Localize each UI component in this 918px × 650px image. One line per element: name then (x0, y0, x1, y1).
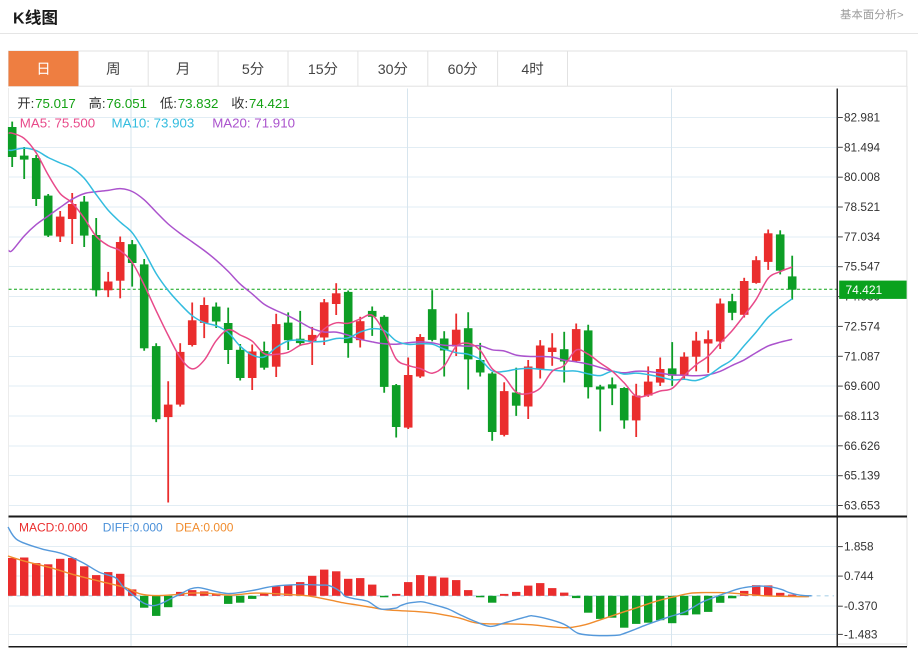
svg-text:MA20: 71.910: MA20: 71.910 (212, 116, 295, 131)
svg-text:78.521: 78.521 (844, 200, 880, 214)
svg-text:30: 30 (378, 62, 394, 78)
svg-text:75.017: 75.017 (35, 96, 76, 111)
svg-text:68.113: 68.113 (844, 409, 880, 423)
svg-text:63.653: 63.653 (844, 499, 881, 513)
svg-text:73.832: 73.832 (178, 96, 219, 111)
svg-text:0.744: 0.744 (844, 569, 874, 583)
svg-text:MACD:0.000: MACD:0.000 (19, 520, 88, 534)
svg-text:-1.483: -1.483 (844, 627, 878, 641)
svg-text:72.574: 72.574 (844, 319, 881, 333)
svg-text:MA5: 75.500: MA5: 75.500 (20, 116, 95, 131)
svg-text:DEA:0.000: DEA:0.000 (175, 520, 233, 534)
svg-text:74.421: 74.421 (846, 283, 883, 297)
svg-text:82.981: 82.981 (844, 111, 880, 125)
svg-text:DIFF:0.000: DIFF:0.000 (103, 520, 163, 534)
svg-text::: : (102, 96, 106, 111)
svg-text:81.494: 81.494 (844, 140, 881, 154)
svg-text:60: 60 (448, 62, 464, 78)
svg-text:66.626: 66.626 (844, 439, 881, 453)
svg-text:K: K (13, 11, 25, 28)
svg-text:15: 15 (308, 62, 324, 78)
svg-text:-0.370: -0.370 (844, 599, 878, 613)
svg-text:69.600: 69.600 (844, 379, 881, 393)
svg-text:>: > (897, 9, 904, 21)
svg-text::: : (245, 96, 249, 111)
svg-text::: : (31, 96, 35, 111)
svg-text:MA10: 73.903: MA10: 73.903 (112, 116, 195, 131)
svg-text:75.547: 75.547 (844, 260, 880, 274)
svg-text:71.087: 71.087 (844, 349, 880, 363)
svg-text::: : (173, 96, 177, 111)
svg-text:74.421: 74.421 (249, 96, 290, 111)
svg-text:4: 4 (521, 62, 529, 78)
svg-text:65.139: 65.139 (844, 469, 880, 483)
svg-text:77.034: 77.034 (844, 230, 881, 244)
svg-text:5: 5 (242, 62, 250, 78)
svg-text:76.051: 76.051 (106, 96, 147, 111)
svg-text:80.008: 80.008 (844, 170, 881, 184)
svg-text:1.858: 1.858 (844, 540, 874, 554)
